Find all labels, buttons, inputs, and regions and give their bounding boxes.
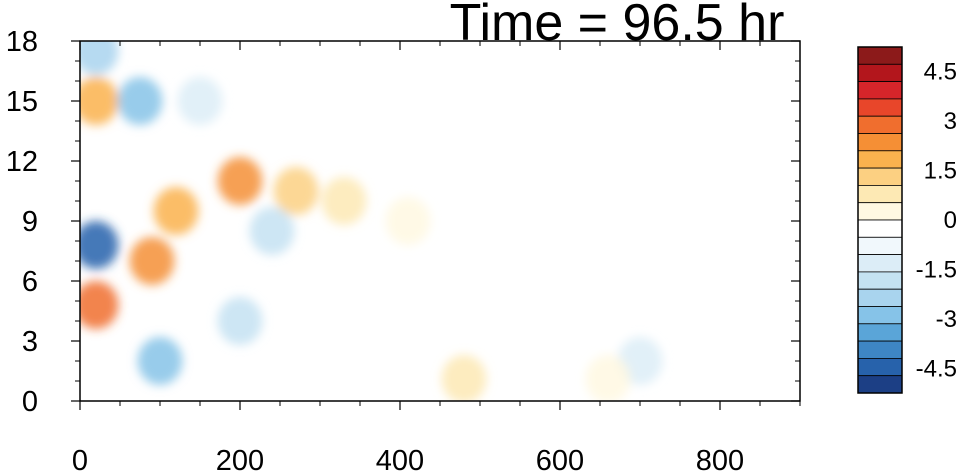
colorbar-box — [857, 271, 903, 290]
x-tick-label: 800 — [696, 445, 744, 473]
contour-feature-12 — [137, 337, 183, 385]
contour-feature-8 — [441, 355, 487, 401]
contour-feature-14 — [217, 297, 263, 345]
x-tick-label: 400 — [376, 445, 424, 473]
y-tick-label: 9 — [22, 206, 38, 238]
colorbar-label: -1.5 — [916, 256, 957, 283]
x-tick-label: 200 — [216, 445, 264, 473]
colorbar-box — [857, 254, 903, 273]
y-tick-label: 3 — [22, 326, 38, 358]
contour-feature-16 — [577, 287, 623, 335]
colorbar-frame — [857, 46, 903, 394]
colorbar-label: -4.5 — [916, 355, 957, 382]
contour-feature-11 — [117, 77, 163, 125]
colorbar-box — [857, 306, 903, 325]
contour-feature-5 — [80, 77, 119, 125]
colorbar-label: -3 — [936, 306, 957, 333]
contour-feature-3 — [217, 157, 263, 205]
contour-feature-9 — [80, 221, 119, 269]
y-tick-label: 12 — [6, 146, 38, 178]
y-axis: 0 3 6 9 12 15 18 — [6, 26, 800, 418]
contour-feature-15 — [177, 77, 223, 125]
colorbar-box — [857, 357, 903, 377]
colorbar-box — [857, 323, 903, 342]
contour-feature-2 — [153, 187, 199, 235]
contour-feature-0 — [80, 281, 119, 329]
contour-feature-13 — [249, 207, 295, 255]
colorbar-box — [857, 288, 903, 307]
contour-feature-1 — [129, 237, 175, 285]
y-tick-label: 15 — [6, 86, 38, 118]
colorbar-box — [857, 150, 903, 169]
colorbar-box — [857, 340, 903, 359]
contour-field — [80, 41, 663, 401]
colorbar-label: 1.5 — [924, 158, 957, 185]
contour-feature-6 — [321, 177, 367, 225]
colorbar-box — [857, 133, 903, 152]
colorbar-box — [857, 46, 903, 65]
contour-feature-10 — [80, 41, 119, 75]
y-tick-label: 0 — [22, 386, 38, 418]
colorbar-box — [857, 115, 903, 134]
y-tick-label: 18 — [6, 26, 38, 58]
colorbar-label: 3 — [944, 108, 957, 135]
colorbar-box — [857, 98, 903, 117]
x-axis: 0 200 400 600 800 — [72, 41, 801, 473]
colorbar-label: 4.5 — [924, 59, 957, 86]
y-tick-label: 6 — [22, 266, 38, 298]
colorbar-box — [857, 236, 903, 256]
x-tick-label: 0 — [72, 445, 88, 473]
colorbar-box — [857, 219, 903, 238]
colorbar-box — [857, 184, 903, 204]
contour-feature-7 — [385, 197, 431, 245]
colorbar-box — [857, 81, 903, 100]
x-tick-label: 600 — [536, 445, 584, 473]
colorbar-box — [857, 202, 903, 221]
contour-feature-18 — [585, 355, 631, 401]
plot-area — [79, 40, 801, 402]
colorbar-box — [857, 167, 903, 186]
contour-feature-4 — [273, 167, 319, 215]
colorbar-label: 0 — [944, 207, 957, 234]
colorbar-box — [857, 63, 903, 83]
colorbar: 4.5 3 1.5 0 -1.5 -3 -4.5 — [857, 46, 957, 394]
colorbar-box — [857, 375, 903, 394]
